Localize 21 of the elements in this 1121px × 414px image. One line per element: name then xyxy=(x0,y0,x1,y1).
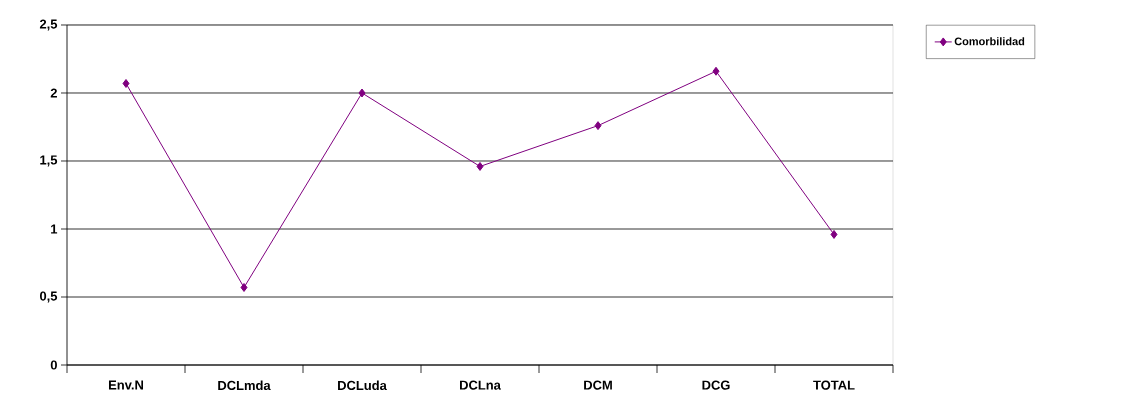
point xyxy=(122,78,130,88)
x-tick-label: DCG xyxy=(702,380,730,390)
x-tick-label: DCLna xyxy=(460,380,501,390)
x-tick-label: Env.N xyxy=(108,380,144,390)
y-tick-label: 0,5 xyxy=(39,291,58,303)
y-tick-label: 2,5 xyxy=(39,19,58,31)
point xyxy=(712,66,720,76)
x-tick-label: DCLuda xyxy=(338,380,387,391)
y-tick-label: 0 xyxy=(50,360,57,370)
x-tick-label: TOTAL xyxy=(813,380,855,390)
y-tick-label: 1 xyxy=(51,224,58,234)
point xyxy=(476,161,484,171)
point xyxy=(358,88,366,98)
point xyxy=(240,282,248,292)
y-tick-label: 2 xyxy=(50,88,57,98)
y-tick-label: 1,5 xyxy=(40,155,58,167)
point xyxy=(594,121,602,131)
x-tick-label: DCM xyxy=(584,380,612,390)
x-tick-label: DCLmda xyxy=(218,380,271,391)
point xyxy=(830,229,838,239)
legend-label: Comorbilidad xyxy=(954,37,1025,46)
